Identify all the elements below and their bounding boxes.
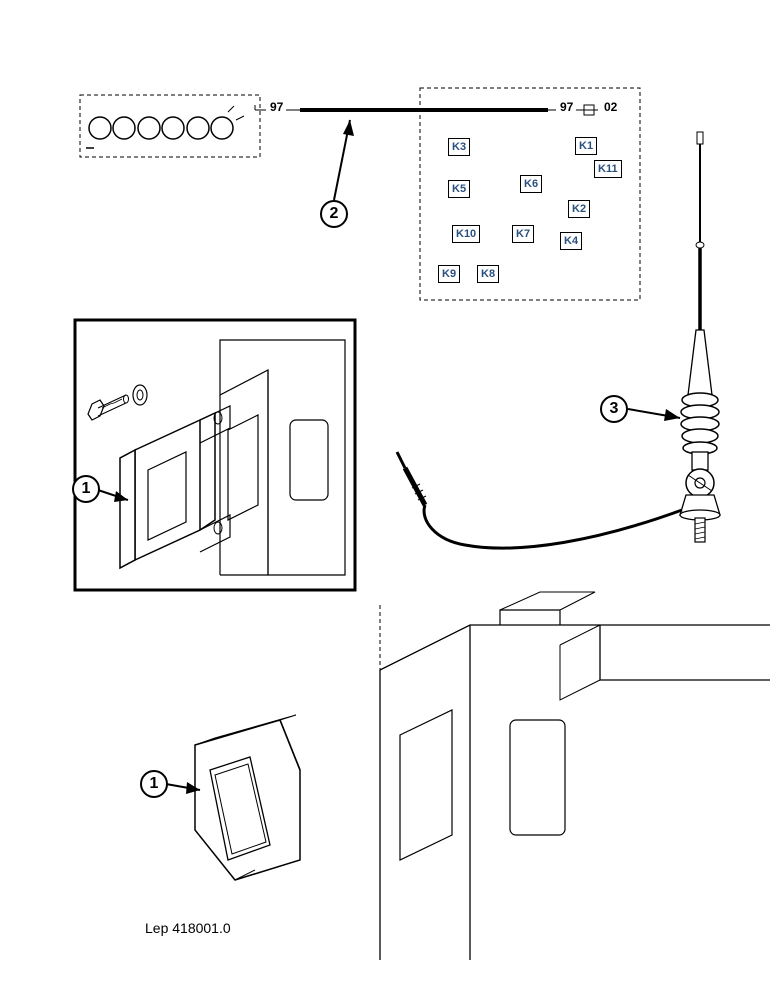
relay-label-k1: K1: [575, 137, 597, 155]
relay-label-k11: K11: [594, 160, 622, 178]
diagram-svg: [0, 0, 772, 1000]
relay-label-k9: K9: [438, 265, 460, 283]
relay-label-k4: K4: [560, 232, 582, 250]
relay-label-k8: K8: [477, 265, 499, 283]
callout-1a: 1: [72, 475, 100, 503]
relay-label-k2: K2: [568, 200, 590, 218]
callout-2: 2: [320, 200, 348, 228]
wire-label-97b: 97: [558, 100, 575, 114]
relay-label-k3: K3: [448, 138, 470, 156]
drawing-number: Lep 418001.0: [145, 920, 231, 936]
wire-label-02: 02: [602, 100, 619, 114]
relay-label-k6: K6: [520, 175, 542, 193]
callout-1b: 1: [140, 770, 168, 798]
relay-label-k10: K10: [452, 225, 480, 243]
callout-3: 3: [600, 395, 628, 423]
relay-label-k5: K5: [448, 180, 470, 198]
relay-label-k7: K7: [512, 225, 534, 243]
wire-label-97a: 97: [268, 100, 285, 114]
